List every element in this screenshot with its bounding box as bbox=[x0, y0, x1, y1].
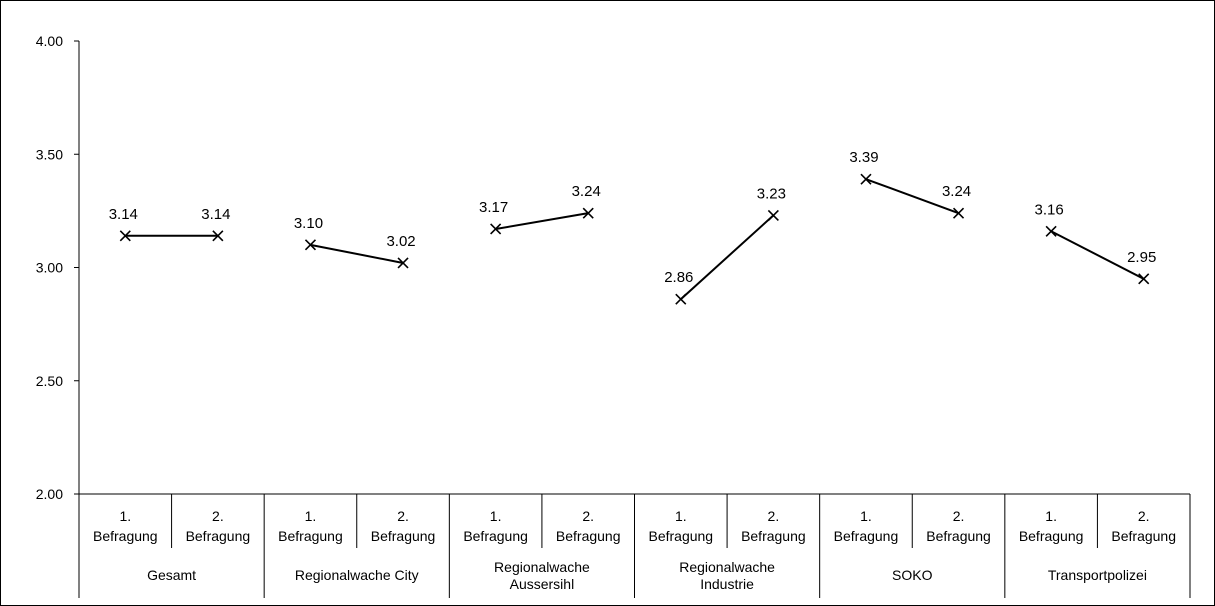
category-label: Befragung bbox=[278, 528, 343, 544]
y-tick-label: 2.50 bbox=[36, 373, 63, 389]
group-label: Aussersihl bbox=[510, 576, 575, 592]
data-point-marker bbox=[860, 173, 872, 185]
category-label: Befragung bbox=[463, 528, 528, 544]
data-label: 3.14 bbox=[109, 206, 138, 223]
category-label: 2. bbox=[397, 508, 409, 524]
category-label: 1. bbox=[305, 508, 317, 524]
data-label: 2.95 bbox=[1127, 249, 1156, 266]
group-label: Regionalwache bbox=[679, 559, 775, 575]
group-label: Transportpolizei bbox=[1048, 567, 1147, 583]
group-label: Gesamt bbox=[147, 567, 196, 583]
category-label: Befragung bbox=[834, 528, 899, 544]
data-label: 3.14 bbox=[201, 206, 230, 223]
category-label: 2. bbox=[212, 508, 224, 524]
data-label: 3.10 bbox=[294, 215, 323, 232]
category-label: 2. bbox=[582, 508, 594, 524]
category-label: Befragung bbox=[93, 528, 158, 544]
category-label: 1. bbox=[119, 508, 131, 524]
y-tick-label: 2.00 bbox=[36, 486, 63, 502]
group-label: Regionalwache City bbox=[295, 567, 419, 583]
category-label: Befragung bbox=[741, 528, 806, 544]
data-point-marker bbox=[675, 293, 687, 305]
category-label: Befragung bbox=[371, 528, 436, 544]
data-label: 2.86 bbox=[664, 269, 693, 286]
data-point-marker bbox=[952, 207, 965, 219]
data-point-marker bbox=[397, 257, 409, 269]
series-line bbox=[1050, 230, 1145, 280]
data-label: 3.16 bbox=[1035, 201, 1064, 218]
series-line bbox=[310, 243, 404, 264]
group-label: SOKO bbox=[892, 567, 933, 583]
data-point-marker bbox=[304, 239, 317, 251]
category-label: 1. bbox=[490, 508, 502, 524]
category-label: 1. bbox=[1045, 508, 1057, 524]
category-label: Befragung bbox=[1111, 528, 1176, 544]
data-label: 3.24 bbox=[572, 183, 601, 200]
y-tick-label: 3.50 bbox=[36, 146, 63, 162]
category-label: Befragung bbox=[186, 528, 251, 544]
category-label: 1. bbox=[675, 508, 687, 524]
data-label: 3.02 bbox=[386, 233, 415, 250]
data-point-marker bbox=[1045, 225, 1057, 237]
data-point-marker bbox=[582, 207, 594, 219]
category-label: Befragung bbox=[556, 528, 621, 544]
category-label: 2. bbox=[768, 508, 780, 524]
data-label: 3.17 bbox=[479, 199, 508, 216]
series-line bbox=[495, 212, 589, 230]
data-point-marker bbox=[490, 223, 502, 235]
series-line bbox=[680, 214, 775, 300]
category-label: 2. bbox=[1138, 508, 1150, 524]
series-line bbox=[865, 178, 959, 215]
category-label: Befragung bbox=[926, 528, 991, 544]
group-label: Industrie bbox=[700, 576, 754, 592]
data-point-marker bbox=[767, 209, 779, 221]
category-label: Befragung bbox=[648, 528, 713, 544]
data-point-marker bbox=[119, 230, 131, 242]
category-label: 2. bbox=[953, 508, 965, 524]
y-tick-label: 3.00 bbox=[36, 260, 63, 276]
data-label: 3.24 bbox=[942, 183, 971, 200]
data-point-marker bbox=[1138, 273, 1150, 285]
category-label: 1. bbox=[860, 508, 872, 524]
y-tick-label: 4.00 bbox=[36, 33, 63, 49]
data-point-marker bbox=[212, 230, 224, 242]
data-label: 3.39 bbox=[849, 149, 878, 166]
data-label: 3.23 bbox=[757, 185, 786, 202]
group-label: Regionalwache bbox=[494, 559, 590, 575]
category-label: Befragung bbox=[1019, 528, 1084, 544]
